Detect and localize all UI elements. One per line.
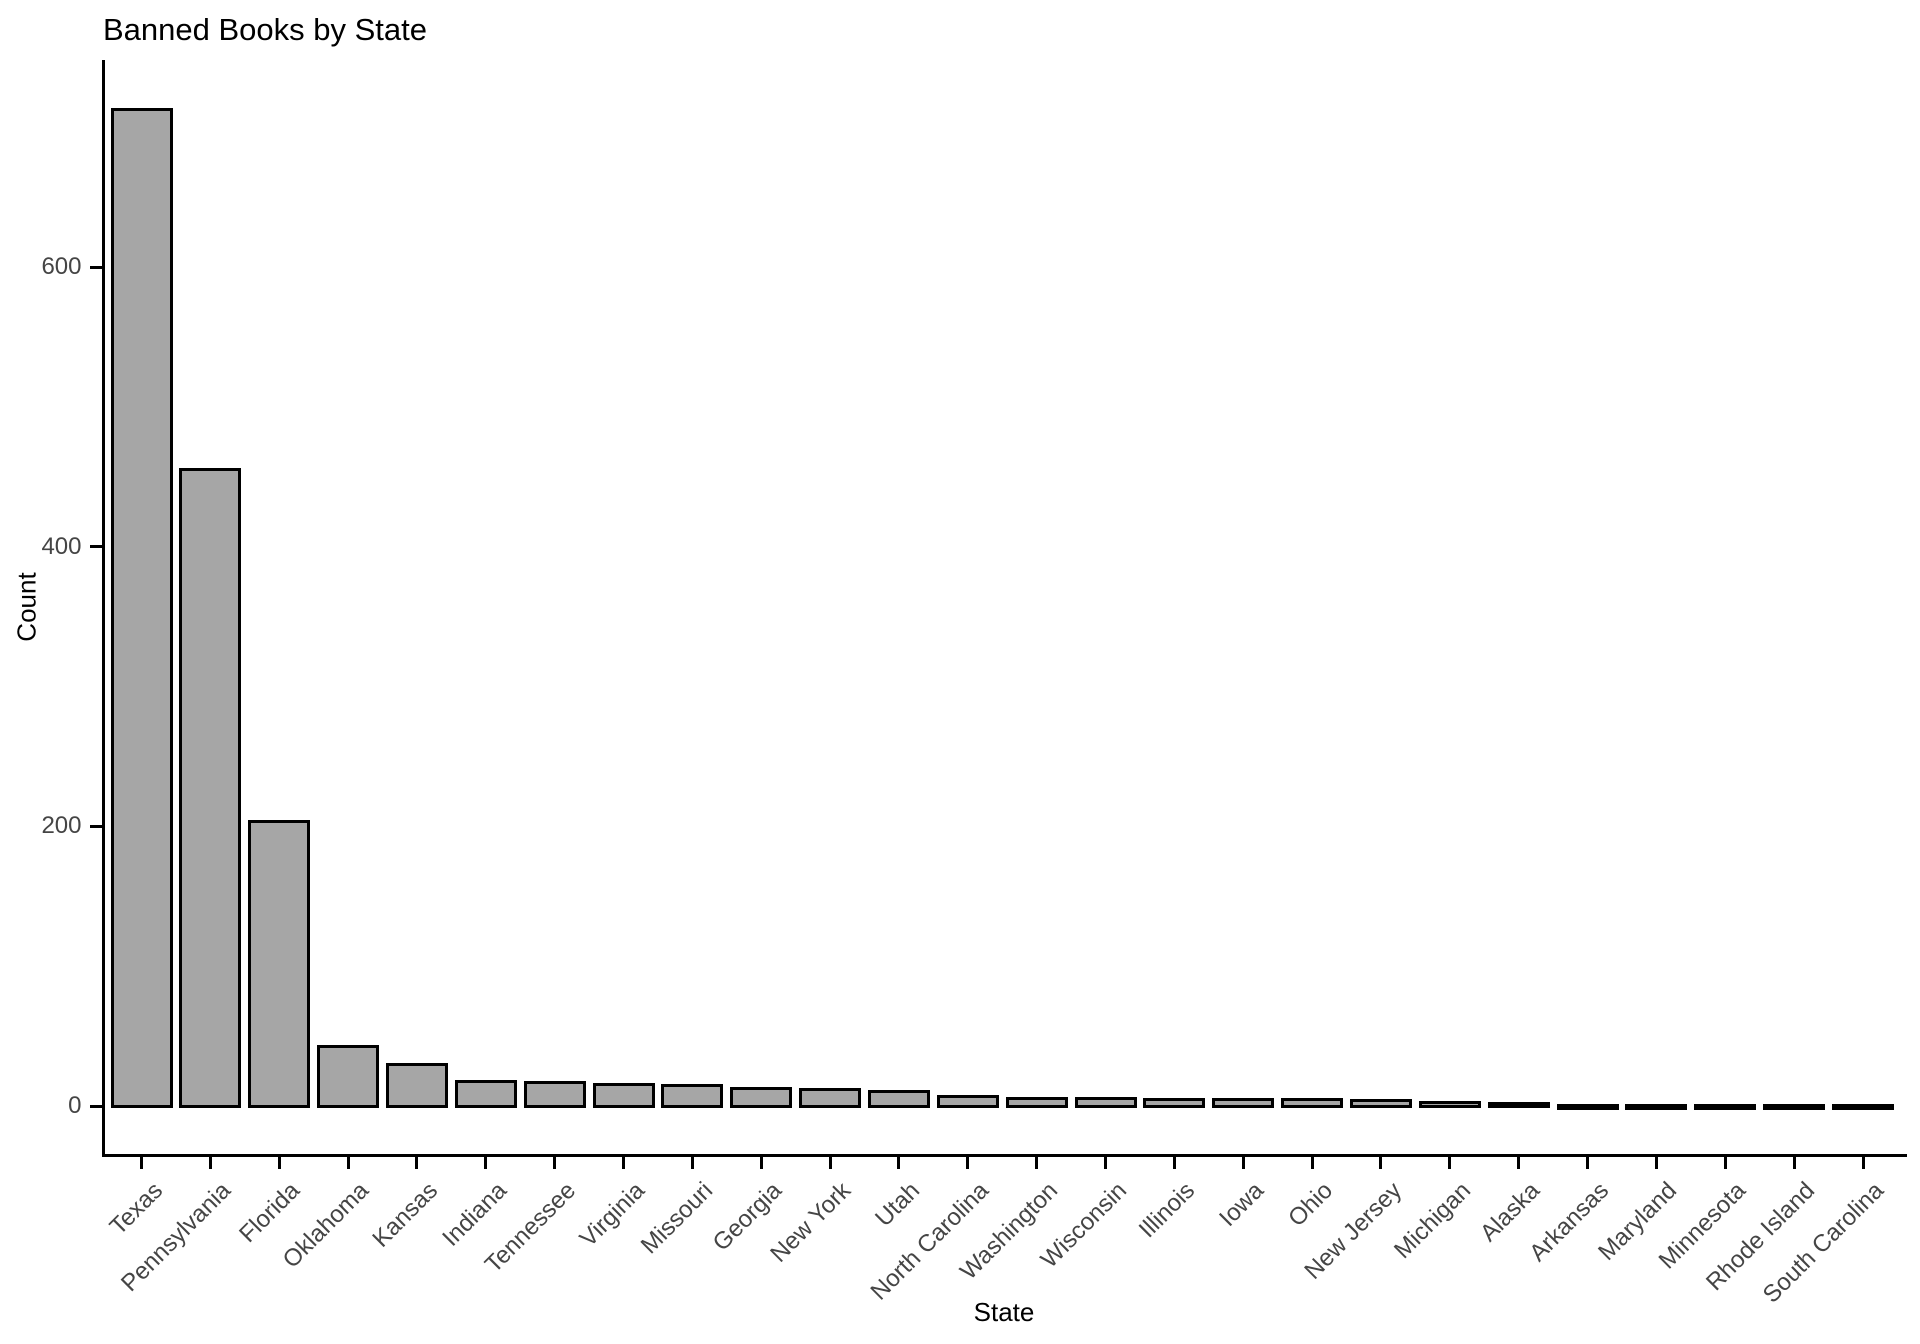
bar-maryland (1625, 1103, 1688, 1110)
x-tick-mark (1379, 1156, 1383, 1169)
bar-iowa (1212, 1097, 1275, 1108)
x-tick-mark (415, 1156, 419, 1169)
x-tick-label: Kansas (367, 1176, 444, 1253)
bar-pennsylvania (179, 467, 242, 1108)
x-tick-mark (1586, 1156, 1590, 1169)
x-axis-line (101, 1153, 1907, 1157)
bar-texas (110, 107, 173, 1108)
x-tick-mark (690, 1156, 694, 1169)
x-tick-mark (1654, 1156, 1658, 1169)
x-tick-mark (966, 1156, 970, 1169)
bar-new-jersey (1349, 1098, 1412, 1108)
x-tick-mark (484, 1156, 488, 1169)
y-tick-label: 200 (41, 812, 82, 840)
x-tick-mark (1172, 1156, 1176, 1169)
x-tick-label: Iowa (1214, 1176, 1270, 1232)
bar-georgia (730, 1086, 793, 1108)
bar-utah (867, 1089, 930, 1108)
y-tick-label: 400 (41, 532, 82, 560)
x-tick-label: Illinois (1134, 1176, 1201, 1243)
x-tick-mark (208, 1156, 212, 1169)
y-axis-title: Count (11, 572, 42, 642)
x-tick-label: North Carolina (865, 1176, 994, 1306)
bar-kansas (385, 1062, 448, 1108)
bar-wisconsin (1074, 1096, 1137, 1108)
x-tick-mark (140, 1156, 143, 1169)
x-tick-label: Missouri (636, 1176, 719, 1259)
y-tick-mark (89, 545, 102, 549)
x-tick-mark (1448, 1156, 1452, 1169)
x-tick-mark (622, 1156, 626, 1169)
bar-alaska (1487, 1101, 1550, 1108)
y-tick-mark (89, 824, 102, 828)
bar-florida (248, 819, 311, 1108)
y-tick-label: 600 (41, 253, 82, 281)
y-tick-label: 0 (68, 1092, 82, 1119)
x-tick-mark (1035, 1156, 1039, 1169)
x-tick-mark (897, 1156, 901, 1169)
bar-south-carolina (1832, 1103, 1894, 1110)
x-tick-mark (346, 1156, 350, 1169)
bar-tennessee (523, 1080, 586, 1108)
x-tick-mark (1861, 1156, 1865, 1169)
x-tick-label: Ohio (1283, 1176, 1339, 1232)
bar-north-carolina (936, 1094, 999, 1108)
x-tick-mark (277, 1156, 281, 1169)
y-axis-line (101, 60, 105, 1157)
x-tick-mark (1792, 1156, 1796, 1169)
x-tick-label: Utah (870, 1176, 926, 1232)
bar-new-york (799, 1087, 862, 1108)
x-tick-mark (553, 1156, 557, 1169)
bar-rhode-island (1763, 1103, 1826, 1110)
bar-ohio (1281, 1097, 1344, 1108)
bar-washington (1005, 1096, 1068, 1108)
bar-minnesota (1694, 1103, 1757, 1110)
x-tick-label: Michigan (1388, 1176, 1476, 1264)
bar-oklahoma (317, 1044, 380, 1108)
x-tick-mark (1310, 1156, 1314, 1169)
x-tick-label: South Carolina (1757, 1176, 1890, 1308)
x-tick-mark (1723, 1156, 1727, 1169)
x-tick-mark (828, 1156, 832, 1169)
bar-michigan (1418, 1100, 1481, 1108)
bar-virginia (592, 1082, 655, 1108)
y-tick-mark (89, 265, 102, 269)
x-tick-mark (1517, 1156, 1521, 1169)
y-tick-mark (89, 1104, 102, 1108)
bar-arkansas (1556, 1103, 1619, 1110)
chart-title: Banned Books by State (103, 12, 428, 47)
x-axis-title: State (973, 1297, 1035, 1327)
x-tick-label: Texas (104, 1176, 168, 1240)
x-tick-mark (1241, 1156, 1245, 1169)
bar-illinois (1143, 1097, 1206, 1108)
x-tick-mark (759, 1156, 763, 1169)
x-tick-mark (1104, 1156, 1108, 1169)
bar-missouri (661, 1083, 724, 1108)
bar-indiana (454, 1079, 517, 1108)
